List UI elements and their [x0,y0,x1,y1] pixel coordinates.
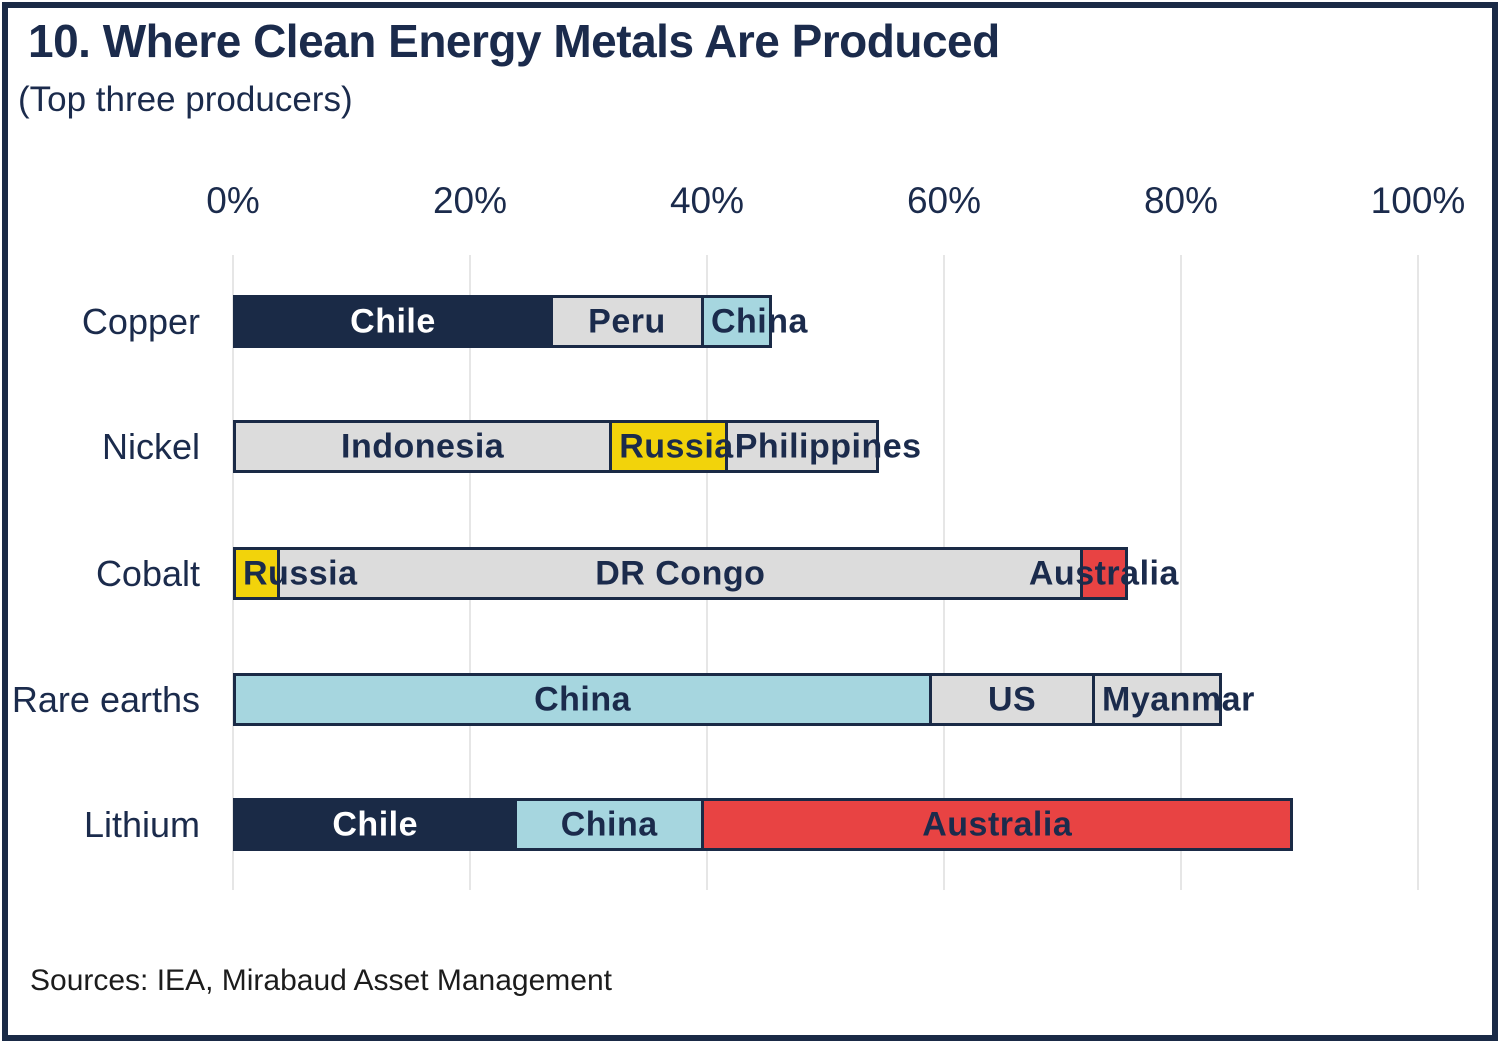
category-label: Copper [81,301,200,342]
chart-title: 10. Where Clean Energy Metals Are Produc… [28,15,1000,67]
segment-label: US [987,680,1037,718]
bar-segment-peru: Peru [549,295,704,348]
segment-label: Australia [1028,554,1179,592]
bar-segment-dr-congo: DR Congo [277,547,1084,600]
category-label: Rare earths [11,679,200,720]
bar-segment-russia: Russia [609,420,733,473]
category-label: Nickel [101,426,200,467]
bar-segment-indonesia: Indonesia [233,420,613,473]
segment-label: DR Congo [595,554,766,592]
segment-label: Philippines [734,427,922,465]
bar-row-cobalt: Cobalt Russia DR Congo Australia [96,547,1418,600]
category-label: Cobalt [95,553,200,594]
x-tick-label: 0% [206,180,260,221]
bar-segment-chile: Chile [233,295,553,348]
x-tick-label: 40% [669,180,745,221]
chart-subtitle: (Top three producers) [18,80,353,119]
bar-segment-australia: Australia [700,798,1294,851]
segment-label: China [710,302,808,340]
bar-segment-myanmar: Myanmar [1092,673,1254,726]
gridline [1180,255,1182,890]
x-tick-label: 60% [906,180,982,221]
sources-note: Sources: IEA, Mirabaud Asset Management [30,964,612,997]
bar-segment-russia: Russia [233,547,357,600]
x-tick-label: 80% [1143,180,1219,221]
bar-segment-china: China [700,295,807,348]
segment-label: Indonesia [340,427,505,465]
bar-segment-chile: Chile [233,798,518,851]
segment-label: Chile [332,805,418,843]
segment-label: Chile [350,302,436,340]
gridline [1417,255,1419,890]
x-axis: 0% 20% 40% 60% 80% 100% [206,180,1465,226]
segment-label: Peru [588,302,666,340]
bar-row-copper: Copper Chile Peru China [82,295,1418,348]
segment-label: China [534,680,632,718]
bar-segment-us: US [929,673,1096,726]
category-label: Lithium [83,804,200,845]
x-tick-label: 100% [1370,180,1466,221]
bar-segment-australia: Australia [1029,547,1178,600]
bar-row-nickel: Nickel Indonesia Russia Philippines [102,420,1418,473]
segment-label: Russia [243,554,358,592]
bar-row-lithium: Lithium Chile China Australia [84,798,1418,851]
bar-segment-china: China [514,798,704,851]
segment-label: China [560,805,658,843]
plot-area: Copper Chile Peru China Nickel Indonesia Russi… [12,255,1419,890]
segment-label: Myanmar [1102,680,1255,718]
bar-segment-china: China [233,673,933,726]
x-tick-label: 20% [432,180,508,221]
segment-label: Russia [619,427,734,465]
segment-label: Australia [922,805,1073,843]
bar-segment-philippines: Philippines [724,420,921,473]
bar-row-rare-earths: Rare earths China US Myanmar [12,673,1418,726]
